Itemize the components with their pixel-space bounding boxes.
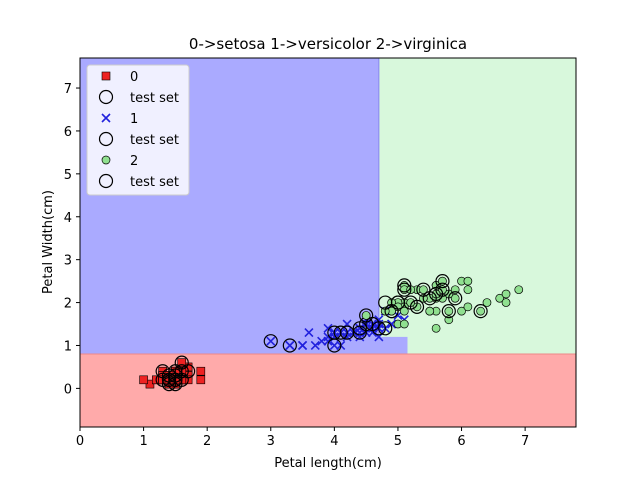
data-point [431,323,441,333]
data-point [450,293,460,303]
legend-entry: 2 [101,154,138,169]
series-1 [155,355,196,392]
data-point [285,340,295,351]
data-point [266,336,276,346]
y-tick-label: 6 [64,125,72,140]
data-point [168,372,183,387]
data-point [419,285,428,295]
region-setosa [80,354,576,427]
data-point [463,276,473,286]
legend-marker [98,173,114,189]
data-point [304,328,314,338]
legend-entry: 1 [101,112,138,127]
legend-label: 2 [130,154,138,169]
data-point [323,323,333,333]
data-point [378,321,393,336]
legend-label: test set [130,175,179,190]
legend-label: 0 [130,70,138,85]
decision-regions [80,58,576,427]
data-point [457,306,466,316]
y-tick-label: 3 [64,254,72,269]
data-point [435,274,450,289]
data-point [397,278,412,293]
legend-entry: test set [98,131,179,148]
data-point [425,306,435,316]
data-point [399,306,409,316]
data-point [397,282,412,297]
data-point [359,308,374,323]
data-point [514,285,524,295]
x-tick-label: 1 [139,434,147,449]
data-point [177,358,187,367]
data-point [387,319,397,329]
data-points [139,274,524,392]
legend-entry: 0 [101,70,138,85]
legend-marker [98,131,114,147]
data-point [282,338,297,353]
data-point [463,285,473,295]
data-point [482,298,492,307]
data-point [463,302,473,312]
x-axis-ticks: 0 1 2 3 4 5 6 7 [76,427,529,449]
data-point [501,289,511,299]
legend-label: 1 [130,112,138,127]
legend-marker [98,89,114,105]
data-point [441,304,456,319]
data-point [378,295,393,310]
legend: 0 test set 1 test set 2 test set [86,64,190,196]
legend-entry: test set [98,173,179,190]
series-5 [378,274,488,319]
y-tick-label: 1 [64,339,72,354]
plot-frame [79,57,577,428]
legend-marker [101,113,111,123]
legend-label: test set [130,91,179,106]
x-tick-label: 3 [267,434,275,449]
data-point [196,366,206,376]
legend-entry: test set [98,89,179,106]
y-tick-label: 5 [64,168,72,183]
data-point [317,336,327,346]
data-point [297,340,308,351]
data-point [444,306,454,316]
data-point [409,299,425,314]
x-axis-label: Petal length(cm) [274,456,382,471]
y-tick-label: 4 [64,211,72,226]
y-tick-label: 2 [64,297,72,312]
x-tick-label: 7 [521,434,529,449]
legend-marker [101,155,111,165]
y-tick-label: 0 [64,382,72,397]
region-virginica-lower [407,58,576,355]
chart-title: 0->setosa 1->versicolor 2->virginica [189,35,467,53]
data-point [399,319,409,329]
legend-label: test set [130,133,179,148]
y-tick-label: 7 [64,82,72,97]
x-tick-label: 5 [394,434,402,449]
y-axis-ticks: 0 1 2 3 4 5 6 7 [64,82,80,397]
data-point [333,325,348,340]
data-point [501,298,511,307]
x-tick-label: 6 [457,434,465,449]
data-point [361,311,371,320]
data-point [476,306,485,316]
data-point [196,375,206,385]
data-point [161,372,177,387]
data-point [429,286,444,302]
data-point [495,293,505,303]
y-axis-label: Petal Width(cm) [41,190,56,294]
data-point [448,291,463,306]
legend-marker [101,71,111,81]
x-tick-label: 4 [330,434,338,449]
data-point [263,334,278,349]
data-point [139,375,148,385]
data-point [473,304,488,319]
x-tick-label: 0 [76,434,84,449]
x-tick-label: 2 [203,434,211,449]
data-point [310,340,320,351]
data-point [352,325,367,340]
